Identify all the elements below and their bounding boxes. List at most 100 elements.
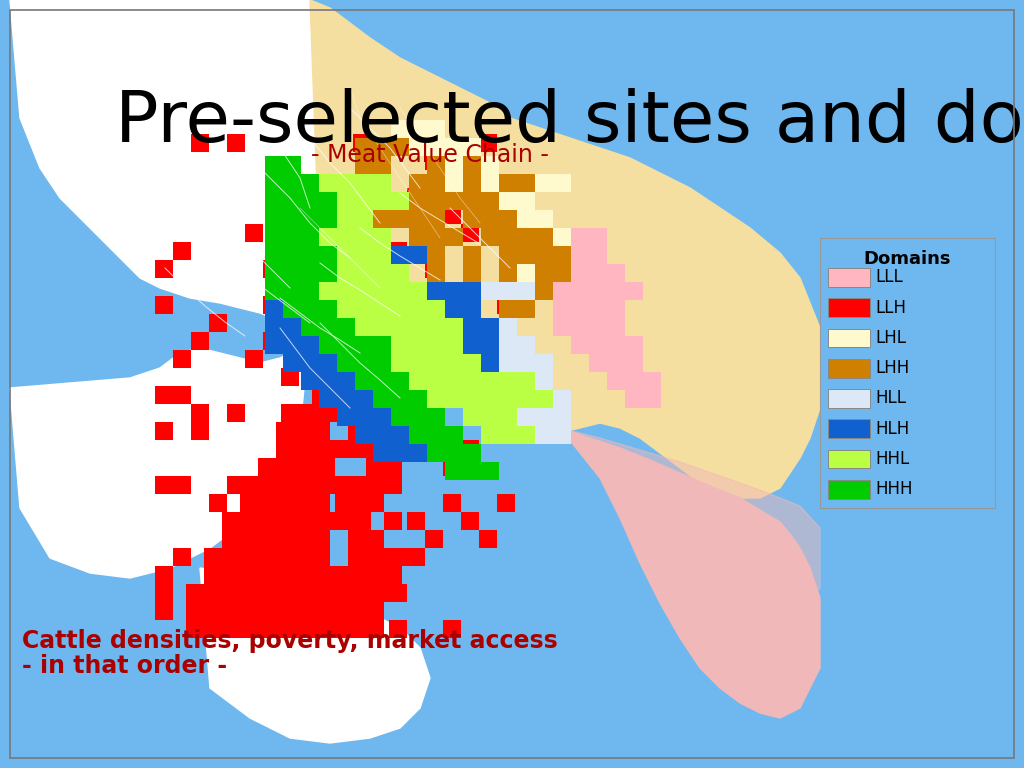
- Bar: [407, 188, 425, 206]
- Bar: [481, 282, 499, 300]
- Bar: [571, 336, 589, 354]
- Bar: [384, 584, 402, 602]
- Bar: [317, 458, 335, 476]
- Bar: [317, 404, 335, 422]
- Bar: [348, 440, 366, 458]
- Bar: [373, 264, 391, 282]
- Bar: [463, 462, 481, 480]
- Bar: [299, 260, 317, 278]
- Bar: [258, 584, 276, 602]
- Bar: [391, 408, 409, 426]
- Bar: [384, 440, 402, 458]
- Bar: [319, 354, 337, 372]
- Bar: [427, 300, 445, 318]
- Bar: [463, 336, 481, 354]
- Bar: [409, 318, 427, 336]
- Bar: [427, 246, 445, 264]
- Bar: [409, 282, 427, 300]
- Bar: [463, 264, 481, 282]
- Bar: [445, 300, 463, 318]
- Bar: [265, 264, 283, 282]
- Bar: [391, 372, 409, 390]
- Bar: [373, 228, 391, 246]
- Bar: [173, 242, 191, 260]
- Bar: [301, 228, 319, 246]
- Bar: [445, 156, 463, 174]
- Bar: [384, 422, 402, 440]
- Bar: [355, 282, 373, 300]
- Bar: [281, 242, 299, 260]
- Bar: [222, 566, 240, 584]
- Bar: [589, 228, 607, 246]
- Bar: [828, 389, 870, 408]
- Bar: [366, 476, 384, 494]
- Bar: [445, 318, 463, 336]
- Bar: [155, 260, 173, 278]
- Bar: [173, 350, 191, 368]
- Bar: [553, 282, 571, 300]
- Bar: [294, 404, 312, 422]
- Bar: [391, 246, 409, 264]
- Bar: [258, 620, 276, 638]
- Bar: [245, 530, 263, 548]
- Bar: [553, 426, 571, 444]
- Bar: [445, 318, 463, 336]
- Bar: [258, 476, 276, 494]
- Bar: [535, 408, 553, 426]
- Bar: [535, 282, 553, 300]
- Bar: [407, 332, 425, 350]
- Bar: [391, 264, 409, 282]
- Bar: [499, 210, 517, 228]
- Bar: [371, 422, 389, 440]
- Bar: [463, 318, 481, 336]
- Bar: [409, 300, 427, 318]
- Bar: [283, 192, 301, 210]
- Bar: [443, 494, 461, 512]
- Bar: [409, 390, 427, 408]
- Bar: [240, 620, 258, 638]
- Bar: [294, 422, 312, 440]
- Bar: [366, 404, 384, 422]
- Bar: [427, 264, 445, 282]
- Bar: [330, 332, 348, 350]
- Bar: [409, 246, 427, 264]
- Bar: [240, 512, 258, 530]
- Bar: [499, 246, 517, 264]
- Bar: [409, 282, 427, 300]
- Bar: [337, 228, 355, 246]
- Bar: [366, 332, 384, 350]
- Bar: [445, 390, 463, 408]
- Bar: [589, 336, 607, 354]
- Bar: [409, 210, 427, 228]
- Bar: [337, 264, 355, 282]
- Bar: [481, 372, 499, 390]
- Bar: [373, 426, 391, 444]
- Bar: [497, 296, 515, 314]
- Bar: [312, 620, 330, 638]
- Bar: [366, 296, 384, 314]
- Bar: [319, 210, 337, 228]
- Bar: [337, 408, 355, 426]
- Bar: [373, 318, 391, 336]
- Polygon shape: [560, 428, 820, 718]
- Bar: [463, 300, 481, 318]
- Bar: [227, 404, 245, 422]
- Bar: [283, 300, 301, 318]
- Bar: [240, 584, 258, 602]
- Bar: [425, 530, 443, 548]
- Bar: [353, 530, 371, 548]
- Bar: [589, 318, 607, 336]
- Bar: [445, 336, 463, 354]
- Bar: [294, 476, 312, 494]
- Bar: [319, 300, 337, 318]
- Bar: [283, 210, 301, 228]
- Bar: [589, 318, 607, 336]
- Bar: [499, 372, 517, 390]
- Bar: [461, 368, 479, 386]
- Bar: [409, 192, 427, 210]
- Bar: [571, 264, 589, 282]
- Bar: [391, 354, 409, 372]
- Bar: [330, 386, 348, 404]
- Bar: [391, 300, 409, 318]
- Bar: [265, 282, 283, 300]
